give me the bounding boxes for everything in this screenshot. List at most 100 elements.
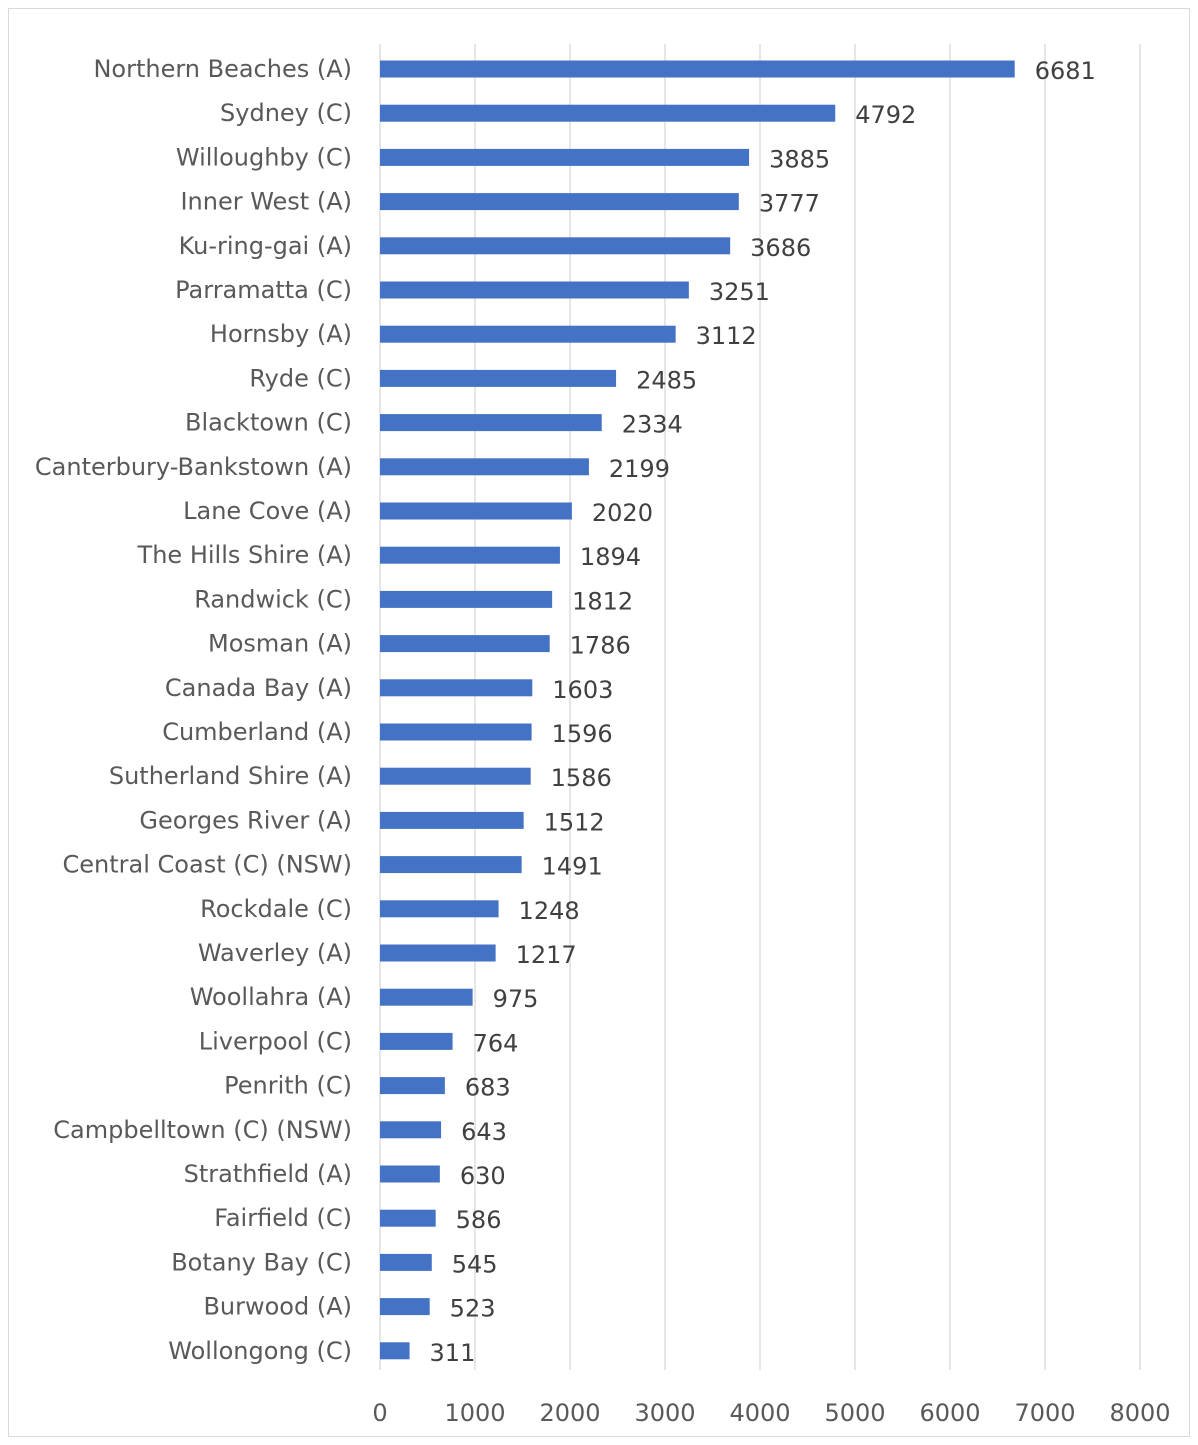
- data-label: 1786: [570, 632, 631, 660]
- bar: [380, 325, 676, 343]
- category-label: Central Coast (C) (NSW): [63, 851, 352, 879]
- data-label: 3885: [769, 145, 830, 173]
- bar: [380, 590, 553, 608]
- category-label: Waverley (A): [198, 939, 352, 967]
- x-tick-label: 6000: [919, 1399, 980, 1427]
- x-tick-label: 0: [372, 1399, 387, 1427]
- category-label: Campbelltown (C) (NSW): [53, 1116, 352, 1144]
- bar: [380, 546, 560, 564]
- bar: [380, 635, 550, 653]
- data-label: 1217: [516, 941, 577, 969]
- bar: [380, 1209, 436, 1227]
- data-label: 1894: [580, 543, 641, 571]
- data-label: 2334: [622, 411, 683, 439]
- category-label: Canterbury-Bankstown (A): [35, 453, 352, 481]
- bar: [380, 148, 750, 166]
- category-label: Penrith (C): [224, 1072, 352, 1100]
- bar: [380, 767, 531, 785]
- category-label: Canada Bay (A): [165, 674, 352, 702]
- x-tick-label: 4000: [729, 1399, 790, 1427]
- data-label: 1603: [552, 676, 613, 704]
- category-label: Sydney (C): [220, 99, 352, 127]
- x-tick-label: 3000: [634, 1399, 695, 1427]
- bar: [380, 281, 689, 299]
- category-label: Botany Bay (C): [171, 1248, 352, 1276]
- bar: [380, 60, 1015, 78]
- data-label: 764: [473, 1029, 519, 1057]
- bar: [380, 900, 499, 918]
- category-label: Woollahra (A): [190, 983, 352, 1011]
- bar: [380, 193, 739, 211]
- category-label: Strathfield (A): [184, 1160, 352, 1188]
- data-label: 2199: [609, 455, 670, 483]
- bar: [380, 944, 496, 962]
- data-label: 4792: [855, 101, 916, 129]
- data-label: 2485: [636, 366, 697, 394]
- bar: [380, 1253, 432, 1271]
- category-label: Burwood (A): [203, 1293, 352, 1321]
- data-label: 683: [465, 1074, 511, 1102]
- x-tick-label: 5000: [824, 1399, 885, 1427]
- data-label: 1512: [544, 808, 605, 836]
- bar: [380, 856, 522, 874]
- bar: [380, 369, 617, 387]
- category-label: Northern Beaches (A): [93, 55, 352, 83]
- category-label: Fairfield (C): [214, 1204, 352, 1232]
- bar: [380, 104, 836, 122]
- category-label: Randwick (C): [194, 585, 352, 613]
- category-label: Parramatta (C): [175, 276, 352, 304]
- bar: [380, 414, 602, 432]
- x-axis-tick-labels: 0 1000 2000 3000 4000 5000 6000 7000 8000: [372, 1399, 1170, 1427]
- data-label: 975: [493, 985, 539, 1013]
- bar: [380, 988, 473, 1006]
- bar: [380, 1121, 442, 1139]
- data-label: 545: [452, 1250, 498, 1278]
- category-label: Wollongong (C): [168, 1337, 352, 1365]
- data-label: 1812: [572, 587, 633, 615]
- bar: [380, 502, 572, 520]
- data-label: 2020: [592, 499, 653, 527]
- data-label: 1248: [519, 897, 580, 925]
- category-label: Rockdale (C): [200, 895, 352, 923]
- bar: [380, 1165, 440, 1183]
- bar: [380, 679, 533, 697]
- data-label: 586: [456, 1206, 502, 1234]
- bar: [380, 458, 589, 476]
- category-label: Georges River (A): [139, 806, 352, 834]
- data-label: 311: [430, 1339, 476, 1367]
- x-tick-label: 8000: [1109, 1399, 1170, 1427]
- data-label: 523: [450, 1295, 496, 1323]
- data-label: 3112: [696, 322, 757, 350]
- category-label: Blacktown (C): [185, 409, 352, 437]
- data-label: 3251: [709, 278, 770, 306]
- bar: [380, 1032, 453, 1050]
- data-label: 1491: [542, 853, 603, 881]
- category-label: Sutherland Shire (A): [109, 762, 352, 790]
- category-label: Lane Cove (A): [183, 497, 352, 525]
- data-label: 1586: [551, 764, 612, 792]
- category-labels: Northern Beaches (A) Sydney (C) Willoughby…: [35, 55, 352, 1365]
- bar: [380, 1342, 410, 1360]
- category-label: Inner West (A): [180, 188, 352, 216]
- category-label: The Hills Shire (A): [137, 541, 352, 569]
- category-label: Liverpool (C): [199, 1027, 352, 1055]
- x-tick-label: 1000: [444, 1399, 505, 1427]
- x-tick-label: 7000: [1014, 1399, 1075, 1427]
- x-tick-label: 2000: [539, 1399, 600, 1427]
- bar: [380, 1298, 430, 1316]
- gridlines: [379, 44, 1141, 1370]
- category-label: Hornsby (A): [210, 320, 352, 348]
- category-label: Willoughby (C): [176, 143, 352, 171]
- data-label: 1596: [552, 720, 613, 748]
- bar: [380, 237, 731, 255]
- category-label: Cumberland (A): [162, 718, 352, 746]
- data-label: 643: [461, 1118, 507, 1146]
- data-label: 6681: [1035, 57, 1096, 85]
- category-label: Mosman (A): [208, 630, 352, 658]
- category-label: Ryde (C): [249, 364, 352, 392]
- category-label: Ku-ring-gai (A): [179, 232, 352, 260]
- bar: [380, 811, 524, 829]
- value-labels: 6681 4792 3885 3777 3686 3251 3112 2485 2334 2199…: [430, 57, 1096, 1367]
- data-label: 630: [460, 1162, 506, 1190]
